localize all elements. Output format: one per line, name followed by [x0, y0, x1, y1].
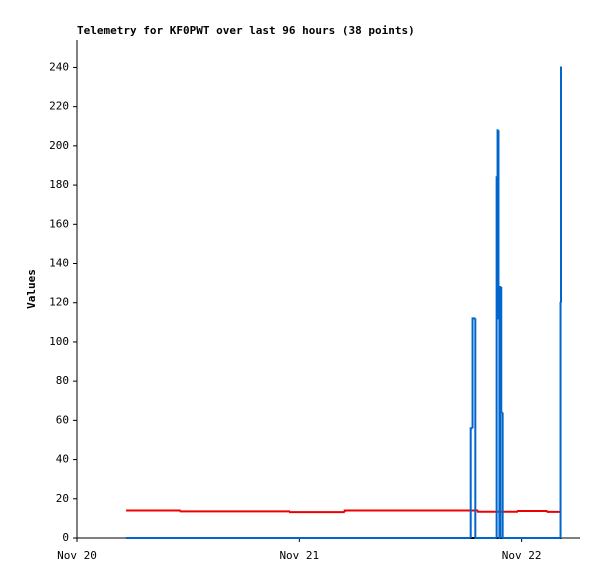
series-step — [179, 510, 291, 513]
series-step — [499, 286, 502, 538]
series-step — [474, 318, 497, 539]
series-step — [343, 509, 479, 513]
y-tick-label: 240 — [49, 60, 69, 73]
chart-title: Telemetry for KF0PWT over last 96 hours … — [77, 24, 415, 37]
y-tick-label: 100 — [49, 335, 69, 348]
y-tick-label: 0 — [62, 531, 69, 544]
x-tick-label: Nov 21 — [279, 549, 319, 562]
x-tick-label: Nov 20 — [57, 549, 97, 562]
series-step — [495, 176, 498, 538]
y-tick-label: 60 — [56, 413, 69, 426]
series-step — [500, 287, 503, 414]
y-tick-label: 80 — [56, 374, 69, 387]
y-tick-label: 140 — [49, 257, 69, 270]
series-step — [289, 511, 345, 514]
series-step — [477, 510, 518, 513]
y-tick-label: 180 — [49, 178, 69, 191]
series-step — [497, 130, 500, 320]
series-step — [546, 510, 562, 513]
y-tick-label: 20 — [56, 492, 69, 505]
y-axis-label: Values — [25, 269, 38, 309]
series-step — [469, 427, 473, 538]
series-step — [560, 66, 563, 303]
y-tick-label: 120 — [49, 296, 69, 309]
series-step — [501, 412, 561, 539]
series-step — [471, 317, 476, 429]
x-tick-label: Nov 22 — [502, 549, 542, 562]
y-tick-label: 160 — [49, 217, 69, 230]
y-tick-label: 200 — [49, 139, 69, 152]
y-tick-label: 40 — [56, 453, 69, 466]
y-tick-label: 220 — [49, 100, 69, 113]
series-step — [516, 509, 548, 512]
